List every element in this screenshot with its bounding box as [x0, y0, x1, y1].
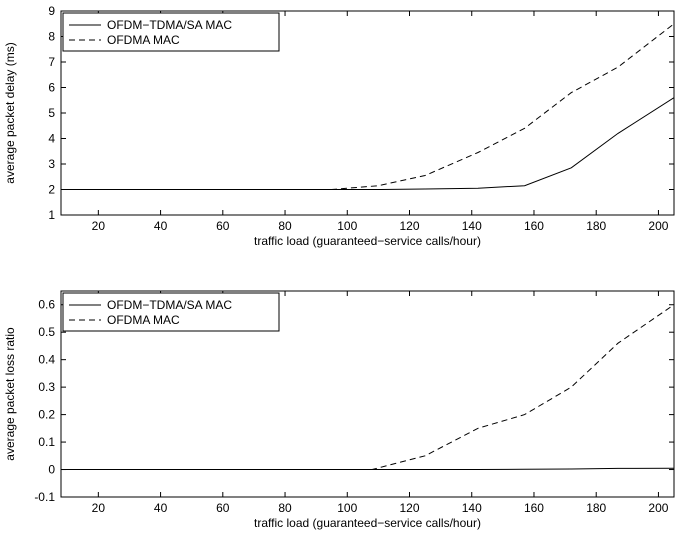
- y-tick-label: 8: [48, 30, 55, 44]
- y-tick-label: 4: [48, 132, 55, 146]
- x-tick-label: 20: [92, 501, 106, 515]
- x-tick-label: 180: [586, 219, 606, 233]
- y-tick-label: 7: [48, 55, 55, 69]
- x-tick-label: 120: [399, 219, 419, 233]
- x-tick-label: 140: [462, 501, 482, 515]
- series-line-ofdm-tdma-sa: [61, 97, 674, 190]
- series-line-ofdma: [61, 304, 674, 470]
- y-tick-label: 3: [48, 157, 55, 171]
- y-tick-label: 5: [48, 106, 55, 120]
- legend-label: OFDMA MAC: [107, 33, 180, 47]
- series-line-ofdma: [61, 23, 674, 190]
- y-tick-label: 0.3: [38, 380, 55, 394]
- loss-ratio-chart: 20 40 60 80 100 120 140 160 180 200 -0.1 0 0.1 0.2 0.3…: [3, 290, 675, 530]
- x-tick-label: 60: [216, 501, 230, 515]
- x-tick-label: 40: [154, 501, 168, 515]
- legend-label: OFDMA MAC: [107, 313, 180, 327]
- y-tick-label: 6: [48, 81, 55, 95]
- x-tick-label: 140: [462, 219, 482, 233]
- x-tick-label: 20: [92, 219, 106, 233]
- y-tick-label: 0.1: [38, 435, 55, 449]
- x-tick-label: 120: [399, 501, 419, 515]
- y-tick-label: 0.2: [38, 408, 55, 422]
- y-axis-label: average packet loss ratio: [3, 327, 17, 461]
- x-tick-label: 200: [648, 501, 668, 515]
- x-tick-label: 200: [648, 219, 668, 233]
- x-tick-label: 80: [278, 501, 292, 515]
- y-axis-label: average packet delay (ms): [3, 42, 17, 183]
- y-tick-label: 9: [48, 4, 55, 18]
- legend: [62, 12, 280, 52]
- x-tick-label: 160: [524, 501, 544, 515]
- x-tick-label: 180: [586, 501, 606, 515]
- y-tick-label: 2: [48, 183, 55, 197]
- x-tick-label: 100: [337, 219, 357, 233]
- y-tick-label: 0.6: [38, 298, 55, 312]
- x-axis-label: traffic load (guaranteed−service calls/h…: [254, 516, 481, 530]
- x-tick-label: 160: [524, 219, 544, 233]
- series-line-ofdm-tdma-sa: [61, 467, 674, 470]
- y-tick-label: 1: [48, 208, 55, 222]
- y-tick-label: 0.5: [38, 325, 55, 339]
- x-tick-label: 100: [337, 501, 357, 515]
- x-tick-label: 80: [278, 219, 292, 233]
- x-axis-label: traffic load (guaranteed−service calls/h…: [254, 234, 481, 248]
- legend-label: OFDM−TDMA/SA MAC: [107, 18, 232, 32]
- y-tick-label: 0.4: [38, 353, 55, 367]
- y-tick-label: 0: [48, 463, 55, 477]
- x-tick-label: 60: [216, 219, 230, 233]
- y-tick-label: -0.1: [34, 490, 55, 504]
- x-tick-label: 40: [154, 219, 168, 233]
- legend: [62, 292, 280, 332]
- delay-chart: 20 40 60 80 100 120 140 160 180 200 1 2 3 4 5 6 7 8 9 traff…: [3, 4, 675, 248]
- legend-label: OFDM−TDMA/SA MAC: [107, 298, 232, 312]
